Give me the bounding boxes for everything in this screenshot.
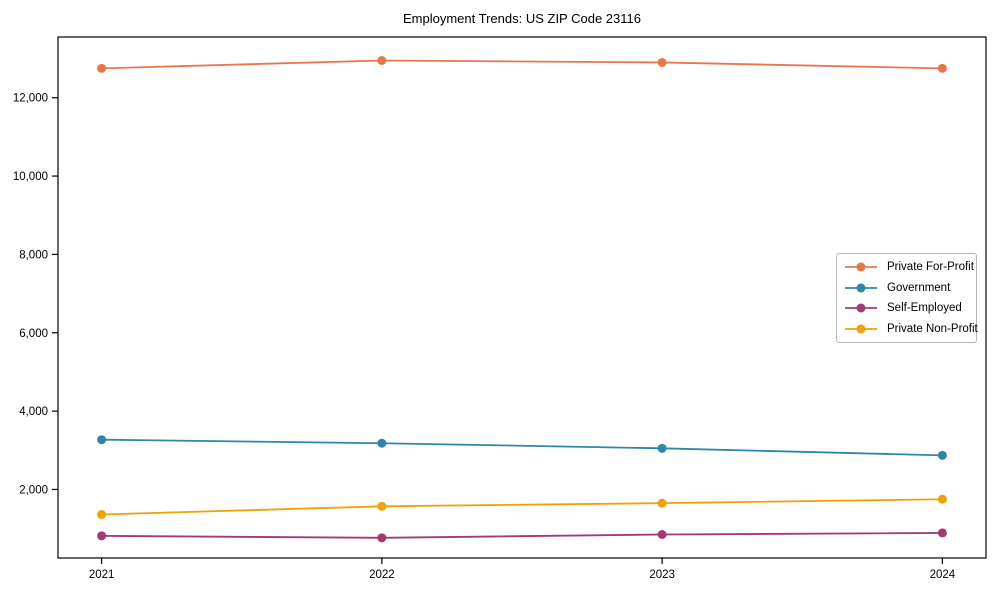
data-point (377, 501, 387, 511)
data-point (937, 528, 947, 538)
legend-label: Private For-Profit (887, 261, 974, 274)
y-tick-label: 4,000 (19, 406, 48, 418)
y-tick-label: 8,000 (19, 249, 48, 261)
data-point (377, 533, 387, 543)
legend-item-government: Government (841, 278, 972, 298)
y-tick-label: 10,000 (13, 171, 48, 183)
series-line-private-for-profit (101, 59, 943, 70)
data-point (377, 438, 387, 448)
x-tick-label: 2021 (89, 569, 115, 581)
data-point (937, 63, 947, 73)
data-point (97, 435, 107, 445)
legend-line-dot-icon (845, 283, 877, 293)
data-point (657, 529, 667, 539)
series-line-private-non-profit (101, 498, 943, 516)
series-line-government (101, 438, 943, 457)
data-point (937, 494, 947, 504)
legend: Private For-Profit Government Self-Emplo… (836, 253, 978, 343)
y-tick-label: 2,000 (19, 484, 48, 496)
legend-item-private-for-profit: Private For-Profit (841, 257, 974, 277)
series-line-self-employed (101, 532, 943, 539)
legend-label: Self-Employed (887, 302, 962, 315)
legend-label: Government (887, 281, 951, 294)
data-point (657, 443, 667, 453)
legend-item-private-non-profit: Private Non-Profit (841, 319, 978, 339)
plot-frame (57, 36, 987, 559)
data-point (97, 510, 107, 520)
data-point (97, 63, 107, 73)
legend-item-self-employed: Self-Employed (841, 298, 972, 318)
data-point (97, 531, 107, 541)
data-point (377, 56, 387, 66)
x-tick-label: 2024 (930, 569, 956, 581)
legend-line-dot-icon (845, 262, 877, 272)
y-tick-label: 12,000 (13, 93, 48, 105)
data-point (937, 450, 947, 460)
chart-title: Employment Trends: US ZIP Code 23116 (403, 11, 641, 26)
x-tick-label: 2022 (369, 569, 395, 581)
y-tick-label: 6,000 (19, 328, 48, 340)
legend-label: Private Non-Profit (887, 322, 978, 335)
legend-line-dot-icon (845, 324, 877, 334)
data-point (657, 57, 667, 67)
data-point (657, 498, 667, 508)
legend-line-dot-icon (845, 303, 877, 313)
x-tick-label: 2023 (649, 569, 675, 581)
